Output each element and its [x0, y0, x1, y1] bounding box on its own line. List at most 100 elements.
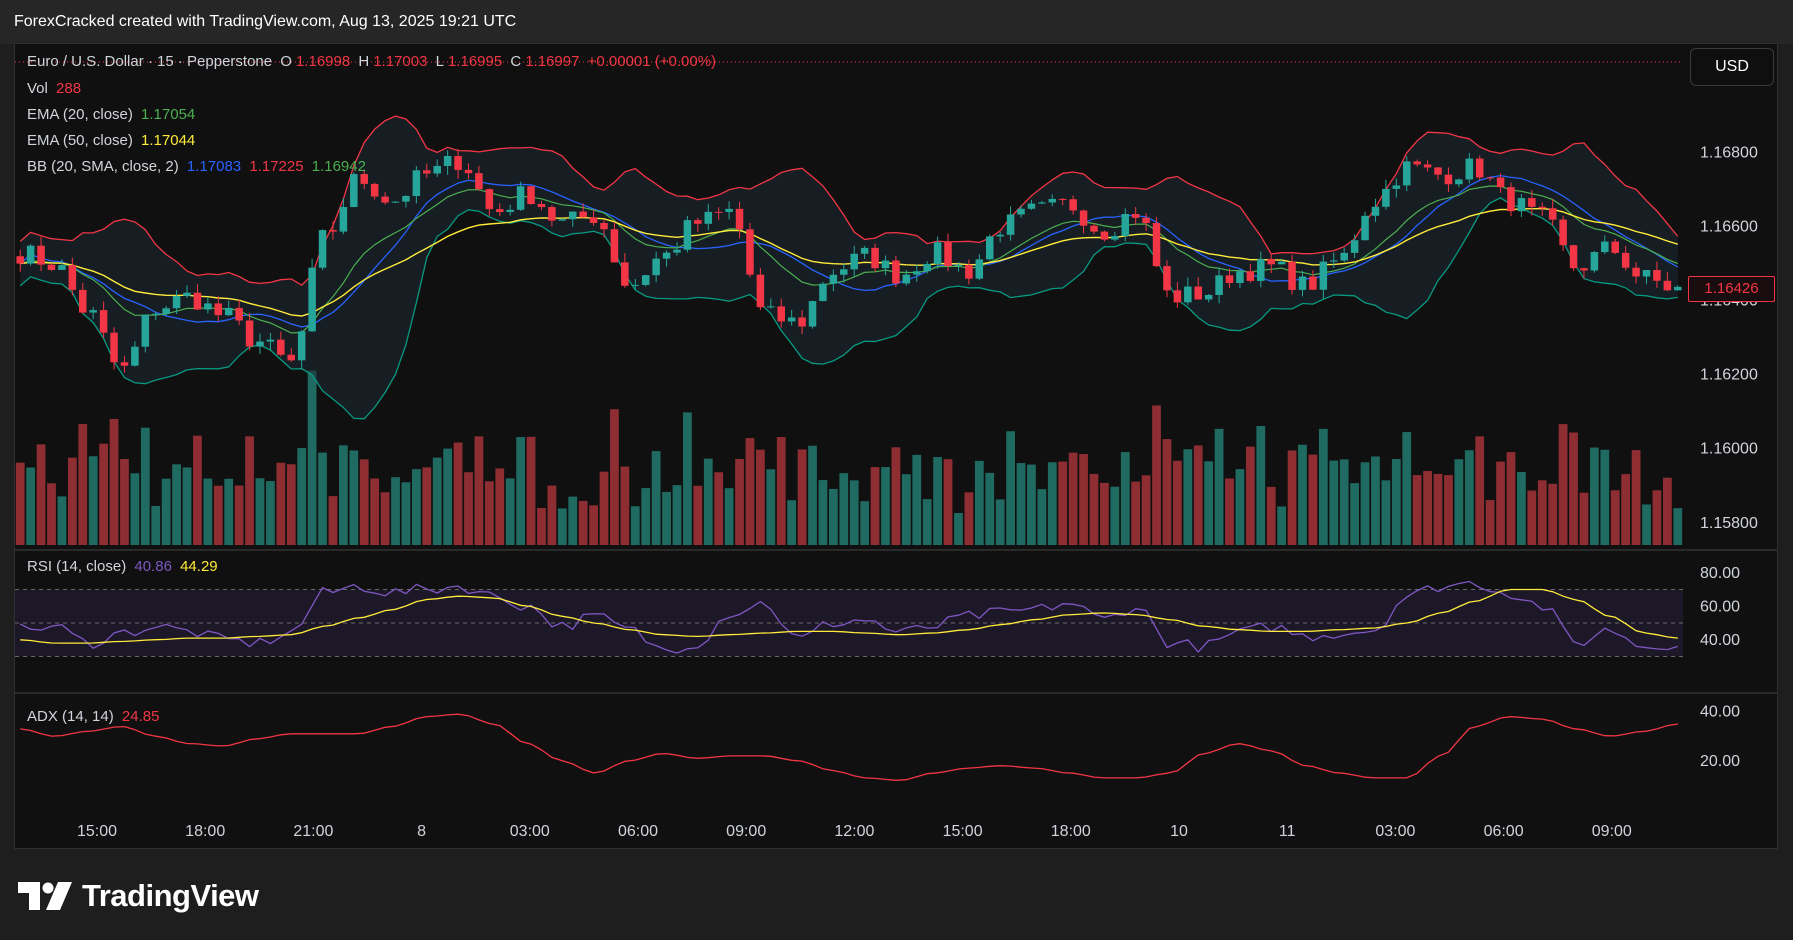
candle-body — [1184, 286, 1192, 303]
ema50-legend[interactable]: EMA (50, close) 1.17044 — [27, 132, 199, 149]
candle-body — [829, 274, 838, 284]
volume-bar — [724, 488, 734, 545]
volume-bar — [547, 485, 557, 545]
last-price-label: 1.16426 — [1688, 276, 1775, 302]
time-tick-label: 03:00 — [1375, 823, 1415, 840]
grid-lines — [15, 61, 1778, 694]
volume-bar — [443, 448, 453, 545]
candle-body — [68, 265, 77, 290]
volume-bar — [1173, 460, 1182, 545]
ema20-legend[interactable]: EMA (20, close) 1.17054 — [27, 106, 199, 123]
ema50-line — [20, 207, 1679, 317]
bb-upper-line — [19, 115, 1679, 287]
volume-bar — [610, 409, 619, 545]
time-tick-label: 18:00 — [185, 823, 225, 840]
volume-bar — [735, 458, 744, 545]
candle-body — [37, 245, 45, 265]
volume-bar — [464, 472, 473, 545]
volume-bar — [380, 492, 390, 545]
header-title: ForexCracked created with TradingView.co… — [14, 13, 517, 30]
brand-name: TradingView — [82, 878, 259, 913]
volume-bar — [328, 496, 338, 545]
candle-body — [589, 217, 598, 223]
volume-bar — [255, 478, 265, 545]
adx-tick-label: 20.00 — [1700, 753, 1740, 770]
candle-body — [892, 260, 900, 284]
volume-bar — [401, 482, 411, 545]
volume-bar — [662, 491, 671, 545]
candle-body — [204, 303, 212, 310]
volume-bar — [516, 437, 525, 545]
volume-bar — [630, 506, 640, 545]
candle-body — [1548, 208, 1557, 220]
volume-bar — [1569, 432, 1578, 545]
candle-body — [1371, 206, 1380, 216]
bb-label: BB (20, SMA, close, 2) — [27, 158, 179, 175]
bb-fill — [20, 116, 1678, 419]
volume-bar — [1079, 454, 1088, 545]
volume-bar — [1558, 424, 1568, 545]
candle-body — [641, 275, 650, 285]
candle-body — [1455, 179, 1463, 185]
volume-bar — [245, 436, 254, 545]
rsi-ma-value: 44.29 — [180, 558, 218, 575]
rsi-legend[interactable]: RSI (14, close) 40.86 44.29 — [27, 558, 222, 575]
candle-body — [402, 196, 410, 202]
ema20-label: EMA (20, close) — [27, 106, 133, 123]
volume-bar — [1662, 477, 1672, 545]
volume-bar — [1506, 452, 1516, 545]
candle-body — [297, 331, 306, 361]
candle-body — [151, 313, 160, 315]
bb-legend[interactable]: BB (20, SMA, close, 2) 1.17083 1.17225 1… — [27, 158, 370, 175]
axes: 1.168001.166001.164001.162001.160001.158… — [77, 145, 1758, 840]
volume-bar — [57, 496, 67, 545]
volume-bar — [756, 449, 765, 545]
candle-body — [954, 264, 963, 267]
volume-bar — [1235, 469, 1245, 545]
volume-bar — [672, 485, 682, 545]
volume-bar — [1590, 447, 1599, 545]
candle-body — [433, 165, 441, 174]
volume-bar — [1287, 450, 1297, 545]
volume-bar — [1673, 508, 1683, 545]
candle-body — [996, 234, 1004, 237]
candle-body — [975, 259, 984, 279]
time-tick-label: 03:00 — [510, 823, 550, 840]
volume-bar — [1120, 452, 1130, 545]
volume-bar — [234, 485, 244, 545]
volume-bar — [1485, 500, 1495, 545]
candle-body — [245, 320, 254, 347]
volume-bar — [745, 438, 755, 545]
candle-body — [224, 307, 233, 316]
candle-body — [1006, 214, 1015, 235]
candle-body — [1079, 210, 1088, 226]
rsi-ma-line — [20, 588, 1678, 644]
volume-bar — [703, 458, 713, 545]
volume-bar — [1527, 490, 1537, 545]
volume-bar — [797, 449, 807, 545]
rsi-tick-label: 60.00 — [1700, 598, 1740, 615]
vol-legend[interactable]: Vol 288 — [27, 80, 85, 97]
close-label: C — [510, 53, 522, 70]
price-tick-label: 1.16000 — [1700, 441, 1758, 458]
candle-body — [1590, 252, 1599, 271]
candle-body — [746, 229, 754, 275]
volume-bar — [1402, 432, 1412, 545]
adx-legend[interactable]: ADX (14, 14) 24.85 — [27, 708, 163, 725]
volume-bar — [1256, 425, 1266, 545]
currency-button[interactable]: USD — [1690, 48, 1774, 86]
candle-body — [1298, 276, 1307, 290]
volume-bar — [568, 496, 578, 545]
candle-body — [287, 354, 296, 361]
candle-body — [1131, 213, 1140, 218]
volume-bars — [15, 370, 1683, 545]
candle-body — [1225, 275, 1234, 284]
vol-label: Vol — [27, 80, 48, 97]
volume-bar — [182, 467, 192, 545]
candle-body — [1580, 268, 1588, 271]
candle-body — [1152, 223, 1161, 267]
candle-body — [318, 230, 327, 268]
candle-body — [423, 170, 431, 174]
candle-body — [1392, 185, 1401, 189]
